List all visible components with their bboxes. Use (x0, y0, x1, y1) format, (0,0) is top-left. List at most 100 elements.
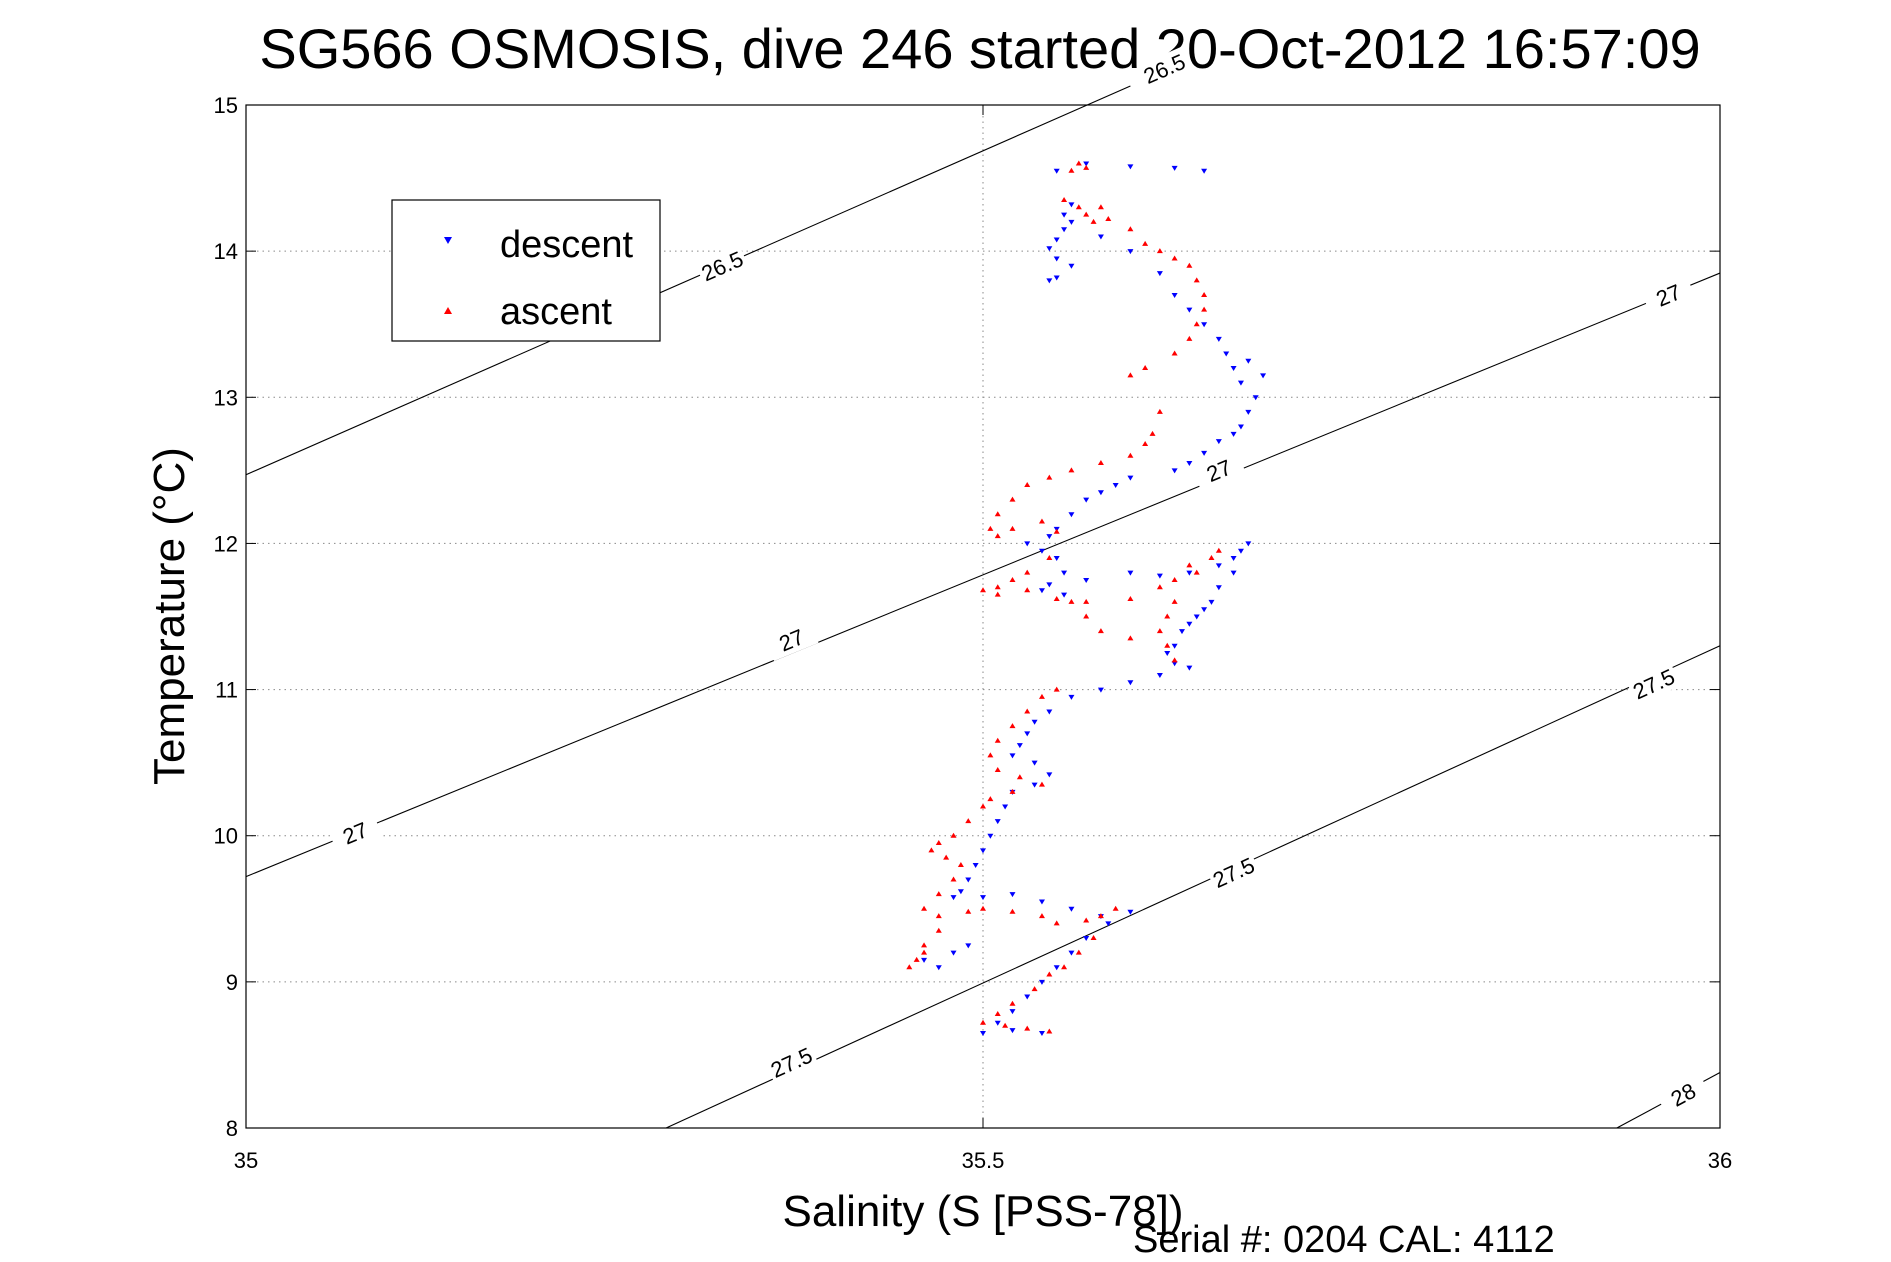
descent-point (1237, 548, 1244, 554)
descent-point (1068, 694, 1075, 700)
ascent-point (1038, 693, 1045, 699)
ascent-point (1171, 576, 1178, 582)
legend: descent ascent (391, 199, 661, 342)
ascent-point (1024, 708, 1031, 714)
contour-label-bg (1137, 46, 1192, 91)
legend-box (391, 199, 661, 342)
ascent-point (1127, 595, 1134, 601)
descent-point (1252, 395, 1259, 401)
ascent-point (1156, 408, 1163, 414)
ascent-point (987, 752, 994, 758)
descent-point (1083, 161, 1090, 167)
y-tick-label: 9 (226, 970, 238, 995)
descent-point (1038, 548, 1045, 554)
axis-ticks: 35 35.5 36 8 9 10 11 12 13 14 15 (214, 93, 1733, 1173)
descent-point (1053, 237, 1060, 243)
descent-point (1024, 731, 1031, 737)
descent-point (1083, 497, 1090, 503)
ascent-point (1002, 1022, 1009, 1028)
contour-label-bg (327, 811, 383, 854)
ascent-point (1142, 441, 1149, 447)
descent-point (1068, 202, 1075, 208)
ascent-point (921, 905, 928, 911)
descent-point (1009, 892, 1016, 898)
descent-point (1230, 556, 1237, 562)
descent-point (1201, 607, 1208, 613)
ascent-point (1053, 920, 1060, 926)
ascent-point (921, 949, 928, 955)
ascent-point (1046, 555, 1053, 561)
descent-point (1127, 249, 1134, 255)
descent-point (1046, 582, 1053, 588)
descent-point (1186, 461, 1193, 467)
ascent-point (1171, 657, 1178, 663)
ascent-point (935, 840, 942, 846)
ascent-point (1083, 598, 1090, 604)
ascent-point (1193, 321, 1200, 327)
descent-point (1061, 212, 1068, 218)
y-tick-label: 8 (226, 1116, 238, 1141)
descent-point (1038, 588, 1045, 594)
ascent-point (957, 861, 964, 867)
descent-point (1171, 292, 1178, 298)
ascent-point (1061, 196, 1068, 202)
ascent-point (1009, 496, 1016, 502)
ascent-point (928, 847, 935, 853)
ascent-point (1097, 628, 1104, 634)
ascent-point (1112, 905, 1119, 911)
descent-point (1156, 672, 1163, 678)
ascent-point (987, 796, 994, 802)
contour-label-bg (1191, 449, 1246, 492)
descent-point (1061, 592, 1068, 598)
ascent-point (1038, 913, 1045, 919)
descent-point (1230, 431, 1237, 437)
ascent-point (1046, 1028, 1053, 1034)
ascent-point (1024, 1025, 1031, 1031)
ascent-point (1083, 211, 1090, 217)
ascent-point (1193, 277, 1200, 283)
ascent-point (1068, 598, 1075, 604)
descent-point (1038, 1031, 1045, 1037)
ascent-point (1156, 248, 1163, 254)
y-tick-label: 10 (214, 824, 238, 849)
ascent-point (1171, 350, 1178, 356)
descent-point (1215, 585, 1222, 591)
descent-point (1127, 680, 1134, 686)
ascent-point (1083, 164, 1090, 170)
ascent-point (906, 964, 913, 970)
contour-label-bg (1626, 661, 1681, 706)
descent-point (1186, 307, 1193, 313)
serial-cal-footer: Serial #: 0204 CAL: 4112 (1133, 1219, 1555, 1261)
ascent-point (1090, 218, 1097, 224)
contour-label-bg (1641, 273, 1696, 317)
descent-point (1068, 219, 1075, 225)
ascent-point (1097, 204, 1104, 210)
ascent-point (1097, 460, 1104, 466)
descent-point (1215, 439, 1222, 445)
descent-point (1083, 577, 1090, 583)
ascent-point (1068, 167, 1075, 173)
contour-label-bg (764, 618, 819, 662)
contour-label-bg (1206, 850, 1261, 895)
descent-point (994, 1020, 1001, 1026)
descent-point (1024, 994, 1031, 1000)
contour-label-bg (694, 244, 750, 288)
ascent-point (987, 525, 994, 531)
ascent-point (1016, 774, 1023, 780)
descent-point (1031, 719, 1038, 725)
ascent-point (1208, 555, 1215, 561)
ascent-point (994, 584, 1001, 590)
descent-point (1031, 760, 1038, 766)
descent-point (1127, 909, 1134, 915)
ascent-point (1009, 525, 1016, 531)
ascent-point (1142, 365, 1149, 371)
ascent-point (1090, 935, 1097, 941)
ascent-point (921, 942, 928, 948)
descent-point (1171, 468, 1178, 474)
series-descent (921, 161, 1267, 1037)
descent-point (1061, 570, 1068, 576)
descent-point (1245, 541, 1252, 547)
ascent-point (1053, 686, 1060, 692)
ascent-point (1038, 518, 1045, 524)
